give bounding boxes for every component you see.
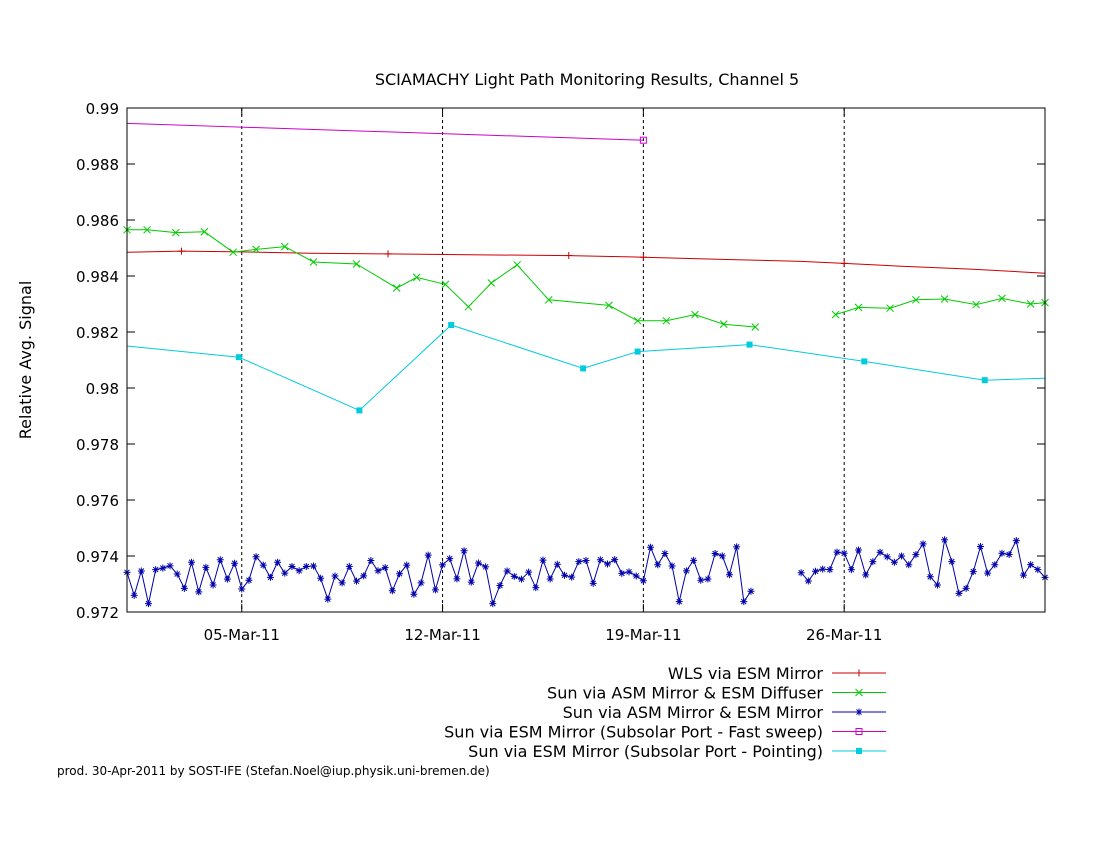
series-point xyxy=(605,301,613,310)
series-point xyxy=(580,365,587,372)
series-4 xyxy=(126,322,1046,414)
y-tick-label: 0.976 xyxy=(76,492,119,510)
series-point xyxy=(662,316,671,325)
y-tick-label: 0.972 xyxy=(76,604,119,622)
series-line xyxy=(835,297,1046,316)
series-point xyxy=(565,252,573,260)
series-point xyxy=(751,323,760,331)
y-tick-label: 0.974 xyxy=(76,548,119,566)
legend-label: Sun via ESM Mirror (Subsolar Port - Fast… xyxy=(444,723,823,742)
legend-label: WLS via ESM Mirror xyxy=(668,664,824,683)
series-point xyxy=(691,310,699,319)
y-tick-label: 0.986 xyxy=(76,212,119,230)
series-layer xyxy=(123,122,1049,608)
series-point xyxy=(200,227,209,236)
series-point xyxy=(384,250,392,258)
series-point xyxy=(639,136,647,144)
series-point xyxy=(412,273,421,282)
series-point xyxy=(981,377,988,384)
series-line xyxy=(126,250,1046,274)
series-point xyxy=(861,358,868,365)
y-tick-label: 0.99 xyxy=(86,100,119,118)
series-point xyxy=(886,304,894,313)
series-point xyxy=(855,688,863,697)
chart-title: SCIAMACHY Light Path Monitoring Results,… xyxy=(375,70,799,89)
y-tick-label: 0.984 xyxy=(76,268,119,286)
series-point xyxy=(513,260,522,269)
series-point xyxy=(280,242,289,251)
y-axis-label: Relative Avg. Signal xyxy=(16,281,35,440)
series-point xyxy=(441,280,450,289)
series-point xyxy=(143,225,151,234)
y-tick-label: 0.98 xyxy=(86,380,119,398)
plot-border xyxy=(126,107,1046,613)
series-1 xyxy=(123,225,1049,331)
series-line xyxy=(126,324,1046,411)
y-tick-label: 0.988 xyxy=(76,156,119,174)
series-2 xyxy=(123,536,1049,608)
series-point xyxy=(448,322,455,328)
series-point xyxy=(855,708,863,716)
series-point xyxy=(178,247,186,255)
series-point xyxy=(1026,300,1035,308)
series-point xyxy=(840,259,848,267)
series-point xyxy=(464,302,473,311)
series-point xyxy=(972,300,981,309)
series-point xyxy=(633,316,642,325)
series-point xyxy=(940,295,949,303)
series-point xyxy=(855,669,863,677)
series-point xyxy=(746,341,753,348)
series-point xyxy=(797,569,805,577)
footer-credit: prod. 30-Apr-2011 by SOST-IFE (Stefan.No… xyxy=(57,764,490,778)
series-line xyxy=(126,545,752,606)
series-point xyxy=(171,228,180,237)
series-point xyxy=(392,284,401,292)
series-line xyxy=(126,122,644,141)
series-point xyxy=(854,303,863,312)
series-point xyxy=(252,245,260,254)
series-point xyxy=(856,748,862,754)
series-point xyxy=(998,294,1006,303)
series-line xyxy=(800,539,1046,595)
axis-ticks: 0.972 0.974 0.976 0.978 0.98 0.982 0.984 0.986 0… xyxy=(76,100,1045,644)
series-point xyxy=(912,295,920,304)
series-point xyxy=(634,348,641,355)
series-point xyxy=(639,253,647,261)
series-point xyxy=(855,728,863,735)
y-tick-label: 0.978 xyxy=(76,436,119,454)
grid-lines xyxy=(241,108,845,612)
series-point xyxy=(356,407,363,414)
series-point xyxy=(487,279,496,287)
series-3 xyxy=(126,122,647,144)
x-tick-label: 19-Mar-11 xyxy=(605,626,681,644)
series-point xyxy=(352,260,361,268)
y-tick-label: 0.982 xyxy=(76,324,119,342)
series-point xyxy=(719,320,728,329)
series-point xyxy=(235,354,242,361)
series-point xyxy=(229,248,237,257)
series-point xyxy=(309,258,318,266)
x-tick-label: 26-Mar-11 xyxy=(806,626,882,644)
legend-label: Sun via ESM Mirror (Subsolar Port - Poin… xyxy=(468,742,823,761)
series-point xyxy=(544,295,553,304)
x-tick-label: 05-Mar-11 xyxy=(204,626,280,644)
x-tick-label: 12-Mar-11 xyxy=(404,626,480,644)
series-line xyxy=(127,229,756,328)
series-point xyxy=(831,310,840,319)
legend-label: Sun via ASM Mirror & ESM Mirror xyxy=(563,703,824,722)
series-0 xyxy=(126,247,1046,274)
legend-label: Sun via ASM Mirror & ESM Diffuser xyxy=(547,684,823,703)
